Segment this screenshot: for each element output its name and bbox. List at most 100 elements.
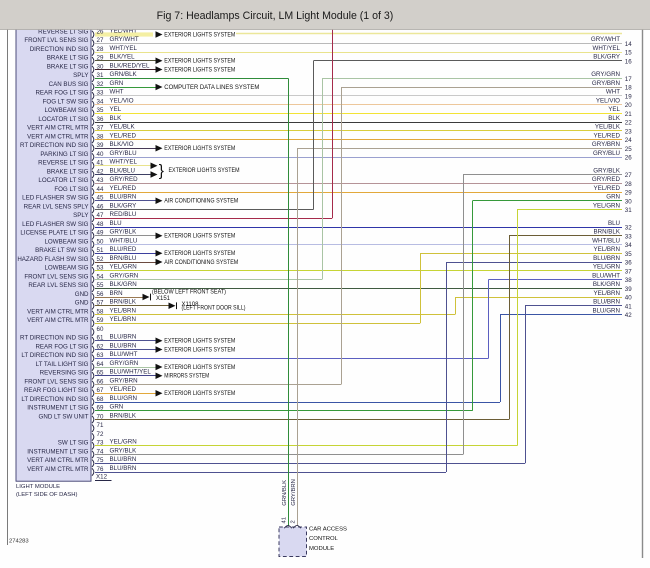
svg-text:38: 38	[625, 277, 632, 284]
svg-text:GRY/BRN: GRY/BRN	[592, 141, 620, 148]
svg-text:74: 74	[97, 448, 104, 455]
svg-text:YEL/RED: YEL/RED	[110, 185, 137, 192]
svg-text:62: 62	[97, 343, 104, 350]
svg-text:FRONT LVL SENS SIG: FRONT LVL SENS SIG	[24, 378, 88, 385]
svg-text:BLK/GRY: BLK/GRY	[593, 54, 620, 61]
svg-text:35: 35	[625, 251, 632, 258]
svg-text:LED FLASHER SW SIG: LED FLASHER SW SIG	[22, 221, 89, 228]
svg-text:GRY/GRN: GRY/GRN	[591, 71, 620, 78]
svg-text:RT DIRECTION IND SIG: RT DIRECTION IND SIG	[20, 142, 89, 149]
svg-text:EXTERIOR LIGHTS SYSTEM: EXTERIOR LIGHTS SYSTEM	[164, 233, 235, 240]
svg-text:42: 42	[97, 168, 104, 175]
svg-text:X1108: X1108	[182, 302, 200, 308]
svg-text:41: 41	[625, 303, 632, 310]
svg-text:REVERSE LT SIG: REVERSE LT SIG	[38, 28, 89, 35]
svg-text:14: 14	[625, 41, 632, 48]
svg-text:REAR LVL SENS SPLY: REAR LVL SENS SPLY	[24, 203, 89, 210]
svg-text:BLK: BLK	[110, 115, 123, 122]
svg-text:YEL/RED: YEL/RED	[594, 132, 621, 139]
svg-text:66: 66	[97, 378, 104, 385]
svg-text:GRY/GRN: GRY/GRN	[110, 360, 139, 367]
svg-text:20: 20	[625, 102, 632, 109]
svg-text:YEL/RED: YEL/RED	[110, 132, 137, 139]
svg-text:27: 27	[625, 172, 632, 179]
svg-text:57: 57	[97, 300, 104, 307]
svg-text:EXTERIOR LIGHTS SYSTEM: EXTERIOR LIGHTS SYSTEM	[164, 145, 235, 152]
svg-text:GND: GND	[75, 300, 89, 307]
svg-text:EXTERIOR LIGHTS SYSTEM: EXTERIOR LIGHTS SYSTEM	[164, 31, 235, 38]
svg-text:35: 35	[97, 107, 104, 114]
svg-text:LED FLASHER SW SIG: LED FLASHER SW SIG	[22, 195, 89, 202]
svg-text:75: 75	[97, 457, 104, 464]
svg-text:BLU/BRN: BLU/BRN	[593, 299, 620, 306]
svg-text:38: 38	[97, 133, 104, 140]
svg-text:GND: GND	[75, 291, 89, 298]
svg-text:29: 29	[625, 190, 632, 197]
svg-text:36: 36	[97, 116, 104, 123]
svg-text:REAR FOG LIGHT SIG: REAR FOG LIGHT SIG	[24, 387, 89, 394]
svg-text:}: }	[159, 162, 164, 179]
svg-text:VERT AIM CTRL MTR: VERT AIM CTRL MTR	[27, 133, 89, 140]
svg-text:GRY/RED: GRY/RED	[592, 176, 621, 183]
svg-text:24: 24	[625, 137, 632, 144]
svg-text:GRY/WHT: GRY/WHT	[110, 36, 139, 43]
svg-text:YEL/VIO: YEL/VIO	[110, 97, 134, 104]
svg-text:GRY/BLK: GRY/BLK	[110, 447, 138, 454]
svg-text:47: 47	[97, 212, 104, 219]
svg-text:18: 18	[625, 85, 632, 92]
svg-text:YEL/BRN: YEL/BRN	[594, 290, 620, 297]
svg-text:GRY/BLU: GRY/BLU	[593, 150, 620, 157]
svg-text:WHT/BLU: WHT/BLU	[592, 237, 620, 244]
svg-text:AIR CONDITIONING SYSTEM: AIR CONDITIONING SYSTEM	[164, 259, 238, 266]
svg-text:EXTERIOR LIGHTS SYSTEM: EXTERIOR LIGHTS SYSTEM	[169, 167, 240, 174]
svg-text:WHT/YEL: WHT/YEL	[592, 45, 620, 52]
svg-text:LOWBEAM SIG: LOWBEAM SIG	[44, 265, 88, 272]
svg-text:(BELOW LEFT FRONT SEAT): (BELOW LEFT FRONT SEAT)	[152, 289, 226, 296]
svg-text:Fig 7: Headlamps Circuit, LM L: Fig 7: Headlamps Circuit, LM Light Modul…	[157, 10, 394, 22]
svg-text:59: 59	[97, 317, 104, 324]
svg-text:X151: X151	[156, 296, 171, 302]
svg-text:(LEFT SIDE OF DASH): (LEFT SIDE OF DASH)	[16, 492, 77, 498]
svg-text:63: 63	[97, 352, 104, 359]
svg-text:GRY/BLK: GRY/BLK	[593, 167, 621, 174]
svg-text:REVERSE LT SIG: REVERSE LT SIG	[38, 160, 89, 167]
svg-text:LT DIRECTION IND SIG: LT DIRECTION IND SIG	[21, 396, 88, 403]
svg-text:70: 70	[97, 413, 104, 420]
svg-text:52: 52	[97, 256, 104, 263]
svg-text:274283: 274283	[9, 539, 29, 545]
svg-text:LOWBEAM SIG: LOWBEAM SIG	[44, 238, 88, 245]
svg-text:41: 41	[97, 160, 104, 167]
svg-text:46: 46	[97, 203, 104, 210]
svg-text:2: 2	[290, 520, 296, 523]
svg-text:SPLY: SPLY	[73, 72, 88, 79]
svg-text:GRY/BRN: GRY/BRN	[291, 479, 297, 506]
svg-text:WHT: WHT	[606, 89, 620, 96]
svg-text:41: 41	[281, 517, 287, 524]
svg-text:53: 53	[97, 265, 104, 272]
svg-text:58: 58	[97, 308, 104, 315]
svg-text:GRN: GRN	[110, 404, 124, 411]
svg-text:22: 22	[625, 120, 632, 127]
svg-text:AIR CONDITIONING SYSTEM: AIR CONDITIONING SYSTEM	[164, 198, 238, 205]
svg-text:65: 65	[97, 370, 104, 377]
svg-text:YEL/BRN: YEL/BRN	[110, 307, 136, 314]
svg-text:64: 64	[97, 361, 104, 368]
svg-text:29: 29	[97, 55, 104, 62]
svg-text:GRN: GRN	[606, 194, 620, 201]
svg-text:REAR LVL SENS SIG: REAR LVL SENS SIG	[28, 282, 88, 289]
svg-text:CONTROL: CONTROL	[309, 536, 339, 542]
svg-text:BLU/WHT: BLU/WHT	[592, 272, 620, 279]
svg-text:BLU/BRN: BLU/BRN	[110, 194, 137, 201]
svg-text:25: 25	[625, 146, 632, 153]
svg-text:54: 54	[97, 273, 104, 280]
svg-text:COMPUTER DATA LINES SYSTEM: COMPUTER DATA LINES SYSTEM	[164, 84, 259, 91]
svg-text:EXTERIOR LIGHTS SYSTEM: EXTERIOR LIGHTS SYSTEM	[164, 346, 235, 353]
svg-text:BLK/YEL: BLK/YEL	[110, 54, 136, 61]
svg-text:45: 45	[97, 195, 104, 202]
svg-text:BLU/GRN: BLU/GRN	[592, 307, 620, 314]
svg-text:(LEFT FRONT DOOR SILL): (LEFT FRONT DOOR SILL)	[182, 305, 246, 312]
svg-text:30: 30	[625, 198, 632, 205]
svg-text:BLU/WHT: BLU/WHT	[110, 351, 138, 358]
svg-text:BLK/GRN: BLK/GRN	[593, 281, 620, 288]
svg-text:GRY/RED: GRY/RED	[110, 176, 139, 183]
